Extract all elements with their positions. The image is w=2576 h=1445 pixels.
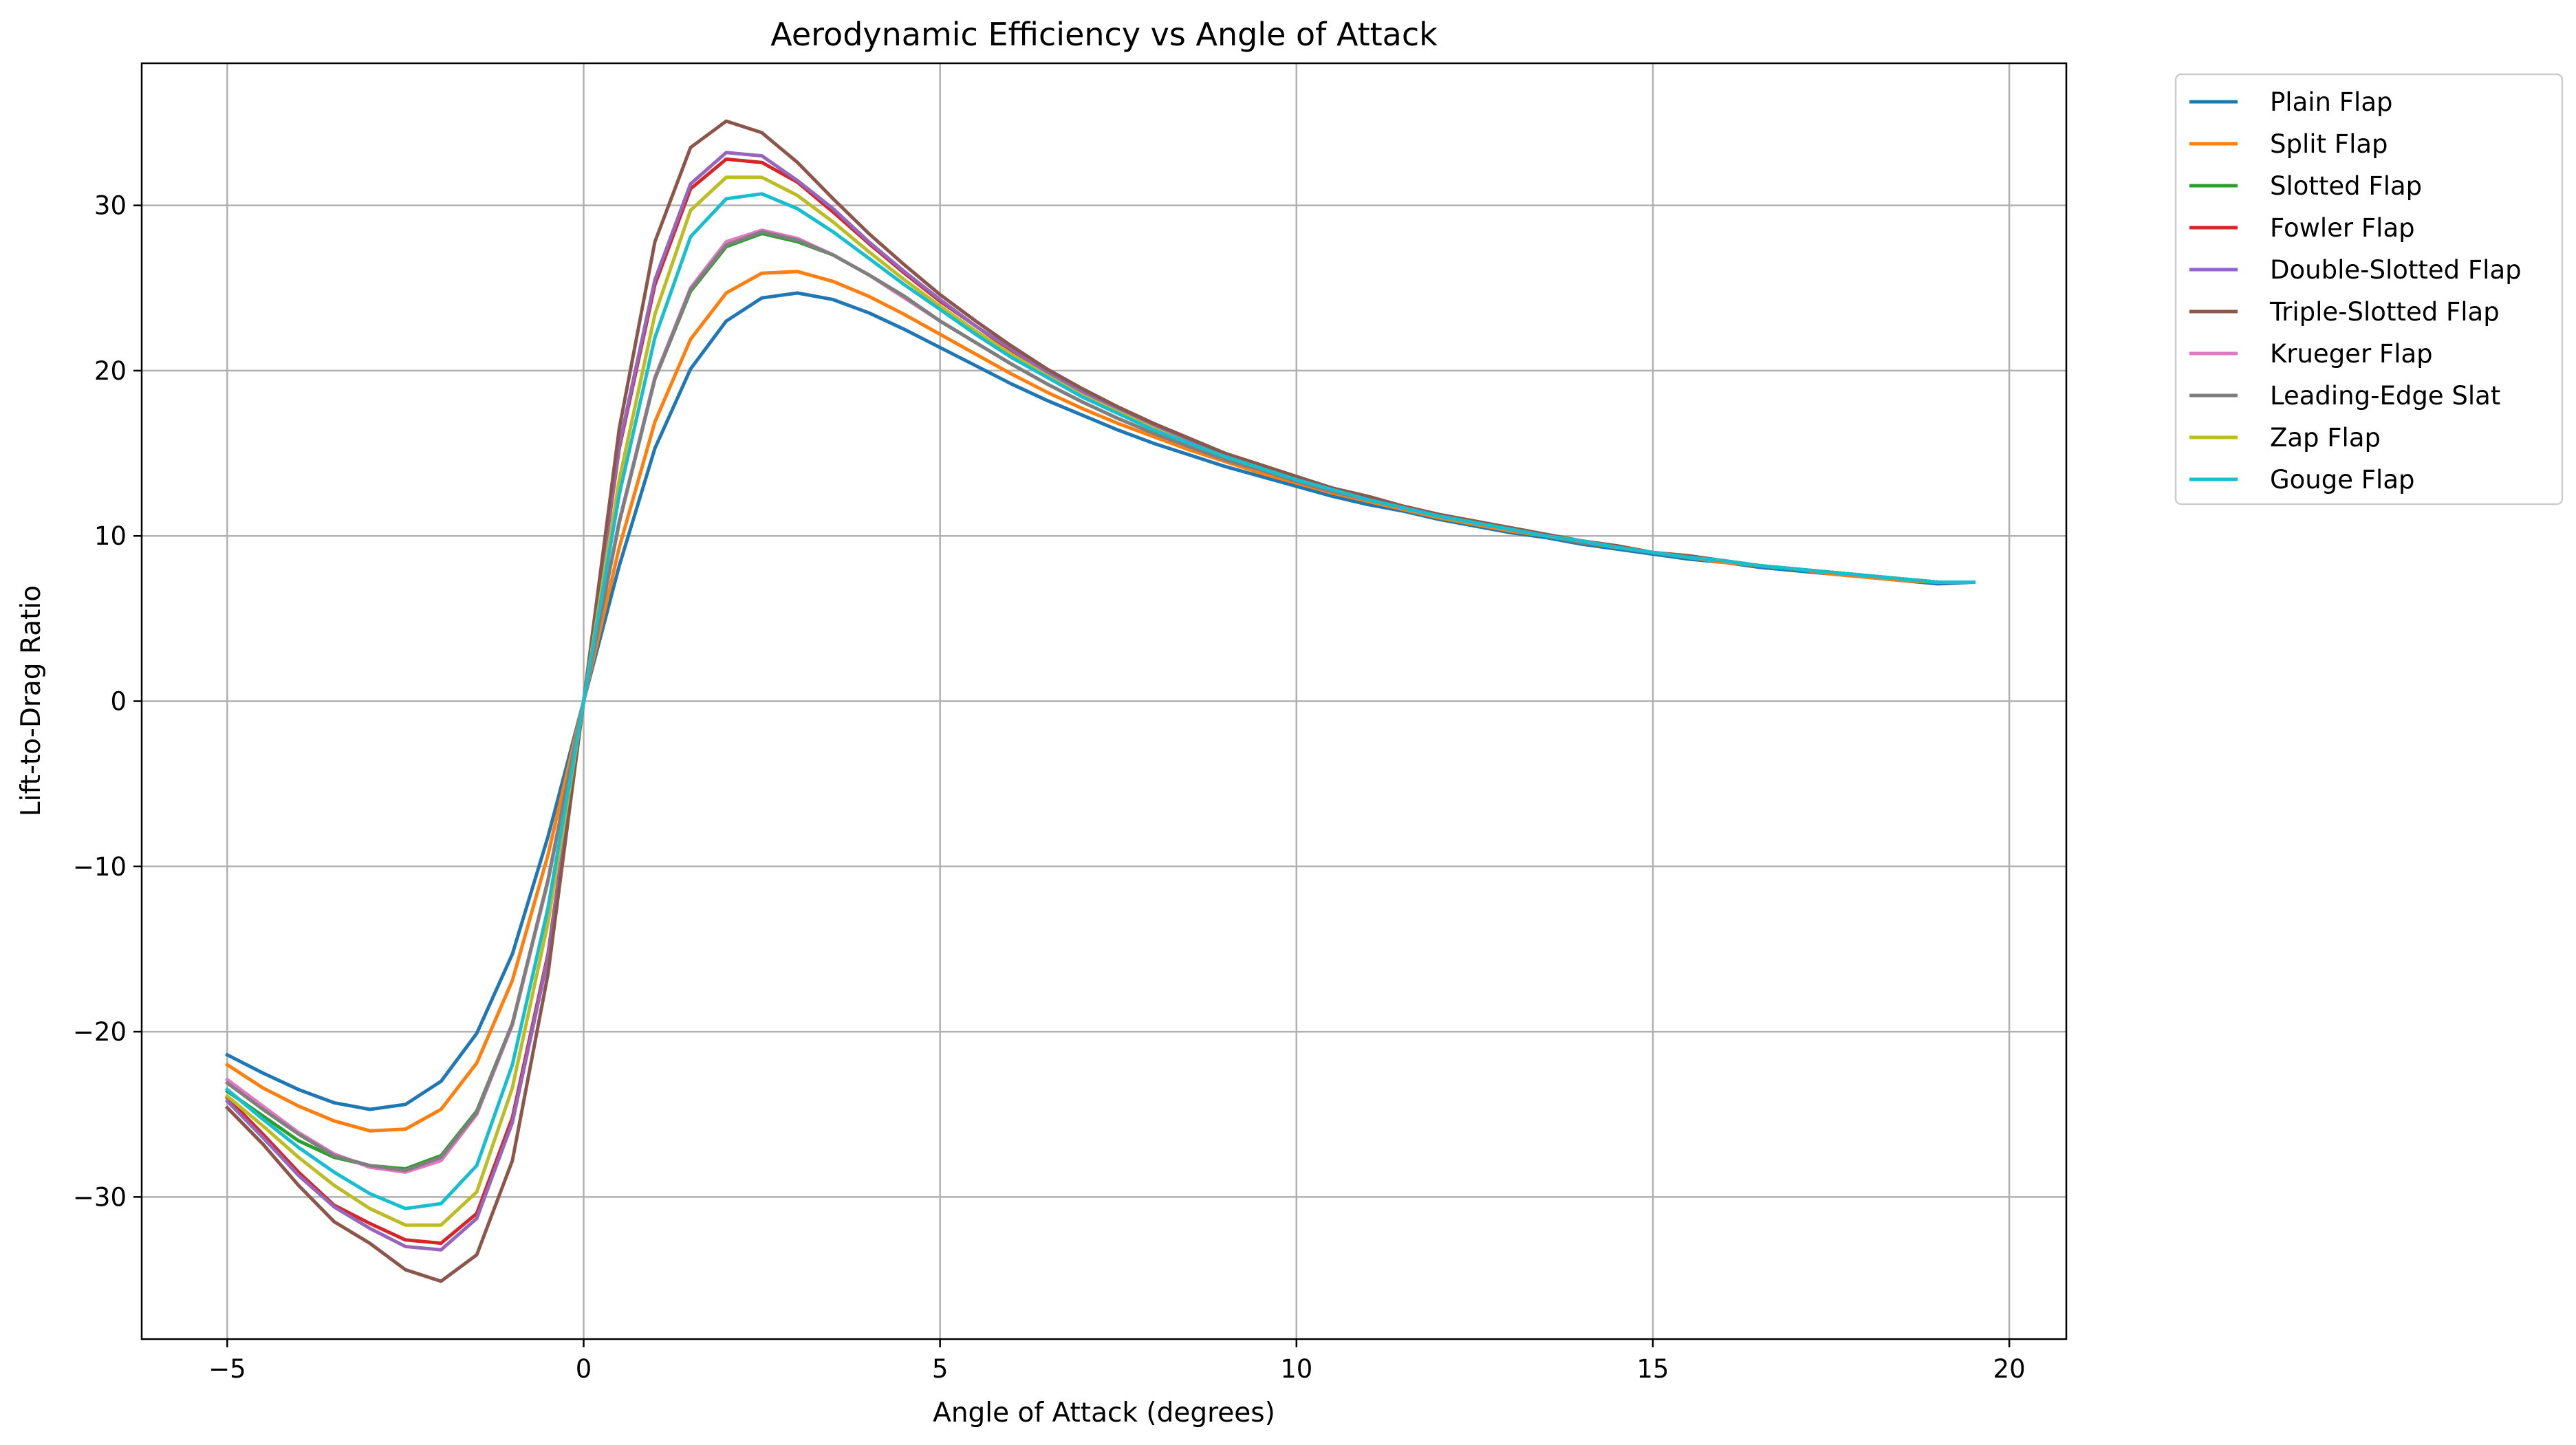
legend-label: Gouge Flap	[2270, 465, 2415, 495]
x-axis-label: Angle of Attack (degrees)	[933, 1398, 1275, 1428]
y-tick-label: −30	[73, 1182, 127, 1212]
legend-label: Leading-Edge Slat	[2270, 381, 2500, 411]
x-axis-ticks: −5 0 5 10 15 20	[208, 1339, 2026, 1384]
y-tick-label: 0	[110, 687, 127, 717]
chart-title: Aerodynamic Efficiency vs Angle of Attac…	[770, 16, 1438, 53]
y-tick-label: 30	[94, 191, 127, 221]
legend-label: Triple-Slotted Flap	[2269, 297, 2500, 327]
legend-label: Slotted Flap	[2270, 171, 2422, 201]
series-lines	[224, 119, 1976, 1283]
y-tick-label: −20	[73, 1017, 127, 1047]
y-tick-label: 10	[94, 521, 127, 551]
legend-label: Double-Slotted Flap	[2270, 255, 2522, 285]
y-axis-ticks: −30 −20 −10 0 10 20 30	[73, 191, 142, 1212]
x-tick-label: 15	[1636, 1354, 1669, 1384]
x-tick-label: 10	[1280, 1354, 1312, 1384]
series-line-gouge-flap	[224, 192, 1976, 1210]
legend: Plain Flap Split Flap Slotted Flap Fowler F…	[2174, 73, 2564, 506]
legend-label: Split Flap	[2270, 129, 2388, 159]
x-tick-label: 20	[1993, 1354, 2026, 1384]
legend-box	[2174, 73, 2564, 506]
legend-label: Zap Flap	[2270, 423, 2381, 453]
x-tick-label: 0	[576, 1354, 592, 1384]
legend-label: Plain Flap	[2270, 87, 2392, 117]
legend-label: Krueger Flap	[2270, 339, 2433, 369]
y-tick-label: −10	[73, 852, 127, 882]
x-tick-label: −5	[208, 1354, 246, 1384]
x-tick-label: 5	[932, 1354, 949, 1384]
y-tick-label: 20	[94, 356, 127, 386]
legend-label: Fowler Flap	[2270, 213, 2415, 243]
y-axis-label: Lift-to-Drag Ratio	[16, 585, 47, 816]
